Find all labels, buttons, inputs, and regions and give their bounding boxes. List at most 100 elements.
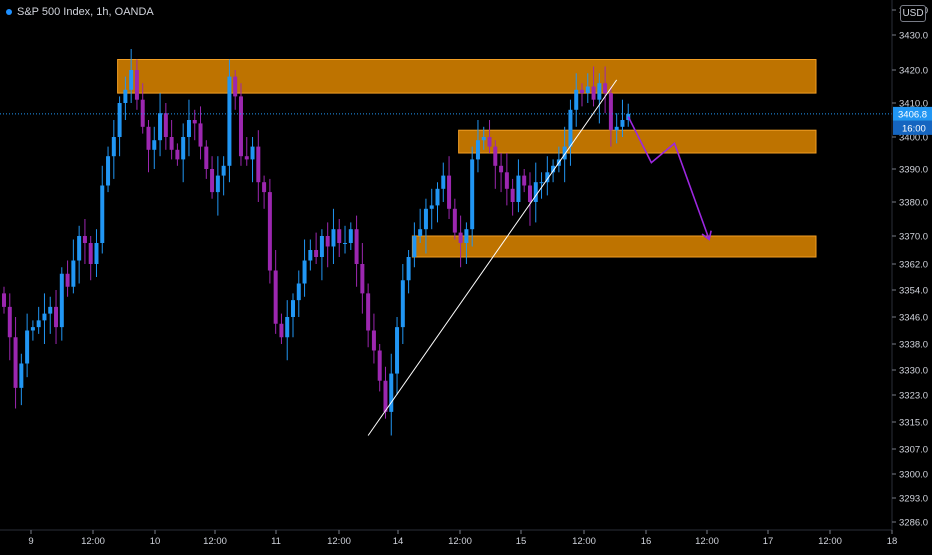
candle-body xyxy=(516,175,521,202)
candle-body xyxy=(452,208,457,233)
candle-body xyxy=(302,260,307,284)
candle-body xyxy=(325,236,330,247)
candle-body xyxy=(134,70,139,100)
price-tick-label: 3420.0 xyxy=(899,66,928,77)
candle-body xyxy=(504,172,509,189)
price-tick-label: 3370.0 xyxy=(899,232,928,243)
candle-body xyxy=(447,175,452,209)
candle-body xyxy=(568,109,573,147)
candle-body xyxy=(30,327,35,331)
projection-path xyxy=(627,116,710,240)
candle-body xyxy=(198,123,203,147)
candle-body xyxy=(7,306,12,338)
time-tick-label: 10 xyxy=(150,536,161,547)
candle-body xyxy=(337,229,342,243)
price-tick-label: 3380.0 xyxy=(899,198,928,209)
time-tick-label: 12:00 xyxy=(81,536,105,547)
candle-body xyxy=(493,146,498,166)
projection-arrowhead xyxy=(701,230,712,241)
candle-body xyxy=(412,236,417,257)
candle-body xyxy=(244,156,249,160)
zone-rect xyxy=(411,235,817,258)
candle-body xyxy=(360,264,365,294)
price-tick-label: 3307.0 xyxy=(899,445,928,456)
time-tick-label: 9 xyxy=(28,536,33,547)
candle-body xyxy=(591,86,596,100)
candle-body xyxy=(48,306,53,314)
chart-title: S&P 500 Index, 1h, OANDA xyxy=(6,6,154,18)
candle-body xyxy=(603,83,608,94)
price-axis[interactable]: 3440.03430.03420.03410.03400.03390.03380… xyxy=(892,6,932,529)
candle-body xyxy=(152,140,157,150)
time-tick-label: 15 xyxy=(516,536,527,547)
candle-body xyxy=(423,208,428,230)
candle-body xyxy=(169,137,174,150)
candle-body xyxy=(94,243,99,264)
candle-body xyxy=(366,293,371,331)
time-axis[interactable]: 9 12:00 10 12:00 11 12:00 14 12:00 15 12:00 16 12:0… xyxy=(28,530,897,547)
last-time-badge xyxy=(893,120,932,135)
candle-body xyxy=(117,103,122,137)
candle-body xyxy=(371,330,376,351)
candle-body xyxy=(458,232,463,243)
candle-body xyxy=(377,350,382,381)
candle-body xyxy=(42,313,47,321)
price-tick-label: 3400.0 xyxy=(899,133,928,144)
time-tick-label: 14 xyxy=(393,536,404,547)
candle-body xyxy=(435,188,440,206)
candle-body xyxy=(614,126,619,131)
candle-body xyxy=(100,185,105,243)
candle-body xyxy=(13,337,18,388)
candle-body xyxy=(470,159,475,230)
time-tick-label: 11 xyxy=(271,536,281,547)
candle-body xyxy=(608,93,613,131)
candle-body xyxy=(129,70,134,90)
price-tick-label: 3362.0 xyxy=(899,260,928,271)
price-tick-label: 3354.0 xyxy=(899,286,928,297)
chart-title-text: S&P 500 Index, 1h, OANDA xyxy=(17,6,154,18)
candle-body xyxy=(273,270,278,324)
time-tick-label: 17 xyxy=(763,536,774,547)
candle-body xyxy=(291,300,295,317)
candle-body xyxy=(238,96,243,157)
time-tick-label: 12:00 xyxy=(818,536,842,547)
candle-body xyxy=(146,126,151,150)
candle-body xyxy=(25,330,30,364)
candle-body xyxy=(233,76,238,97)
candle-body xyxy=(158,113,163,141)
candle-body xyxy=(597,83,602,100)
price-tick-label: 3300.0 xyxy=(899,470,928,481)
candle-body xyxy=(82,236,87,243)
candle-body xyxy=(210,169,215,193)
candle-body xyxy=(418,229,423,236)
time-tick-label: 12:00 xyxy=(203,536,227,547)
candle-body xyxy=(510,188,515,202)
candle-body xyxy=(406,257,411,281)
candle-body xyxy=(186,120,191,137)
candle-body xyxy=(481,137,486,141)
time-tick-label: 12:00 xyxy=(327,536,351,547)
candle-body xyxy=(585,86,590,94)
price-tick-label: 3286.0 xyxy=(899,518,928,529)
last-price-badge xyxy=(893,106,932,121)
candle-body xyxy=(221,165,226,176)
time-tick-label: 12:00 xyxy=(448,536,472,547)
candle-body xyxy=(19,363,24,388)
candle-body xyxy=(65,273,70,287)
candle-body xyxy=(181,137,186,160)
candle-body xyxy=(175,149,180,160)
candle-body xyxy=(580,89,584,94)
annotation-layer xyxy=(0,79,892,436)
currency-button[interactable]: USD xyxy=(900,5,926,22)
candle-body xyxy=(314,250,319,257)
candle-body xyxy=(106,156,111,186)
price-tick-label: 3293.0 xyxy=(899,494,928,505)
candle-body xyxy=(140,99,145,127)
candle-body xyxy=(389,373,394,412)
candle-body xyxy=(522,175,527,186)
candle-body xyxy=(527,185,532,202)
price-tick-label: 3315.0 xyxy=(899,418,928,429)
price-tick-label: 3330.0 xyxy=(899,366,928,377)
